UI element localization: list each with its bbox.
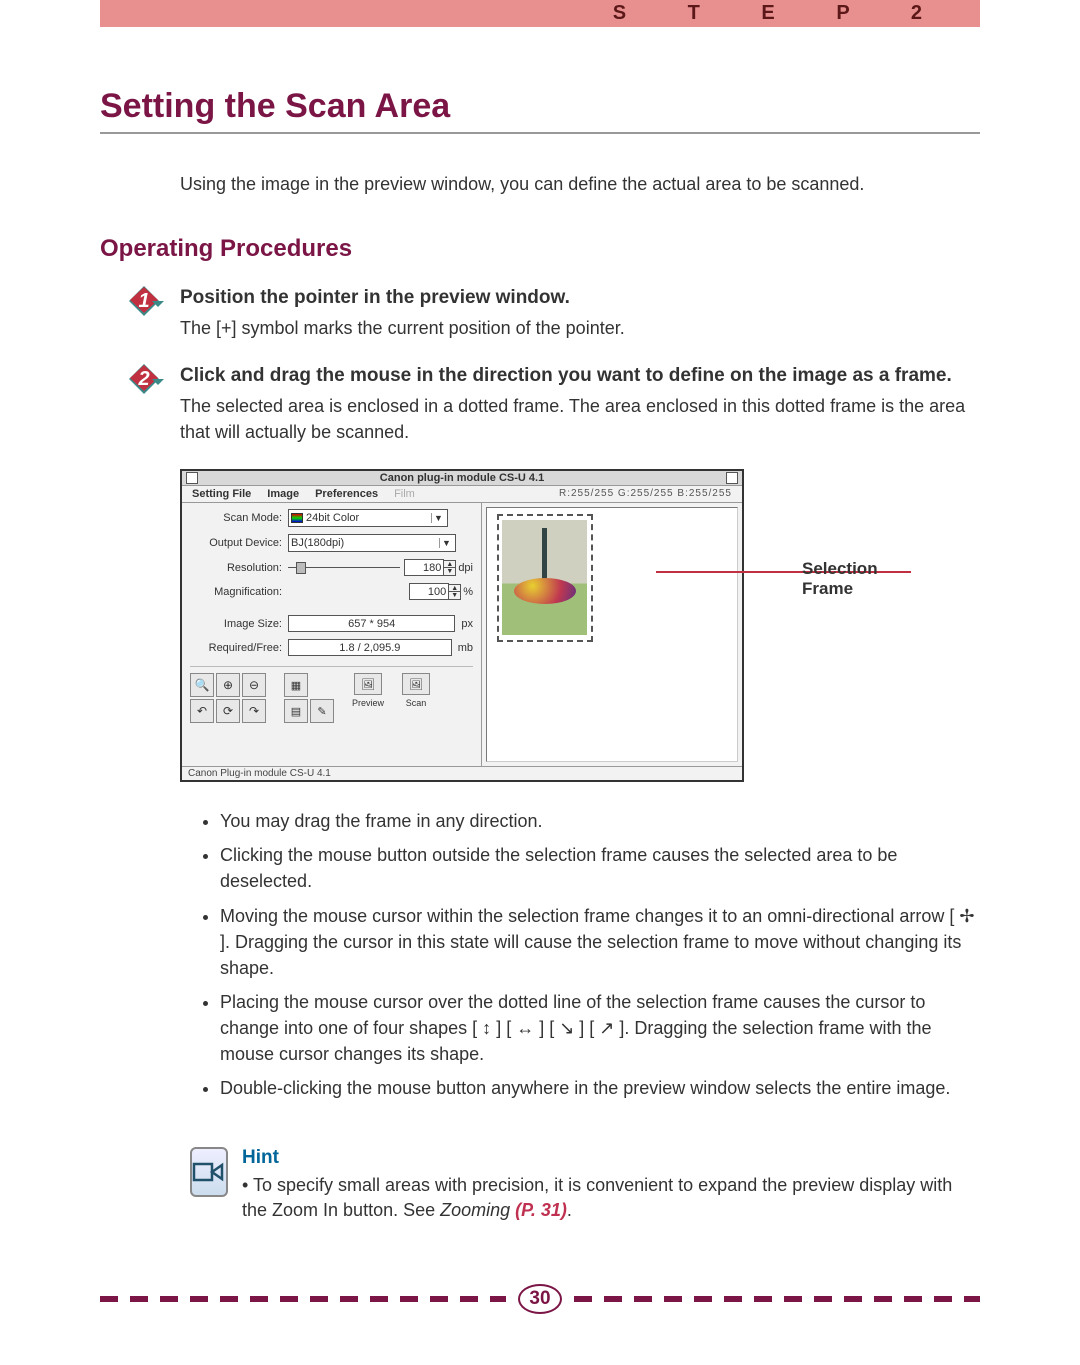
scan-button-icon[interactable]: 🖼	[402, 673, 430, 695]
page-number: 30	[518, 1284, 562, 1314]
magnification-unit: %	[463, 586, 473, 598]
output-device-value: BJ(180dpi)	[291, 537, 344, 549]
chevron-down-icon: ▼	[431, 513, 445, 523]
app-title-text: Canon plug-in module CS-U 4.1	[380, 472, 544, 484]
rotate-left-icon[interactable]: ↶	[190, 699, 214, 723]
step-1-headline: Position the pointer in the preview wind…	[180, 287, 980, 309]
required-free-value: 1.8 / 2,095.9	[288, 639, 452, 656]
magnification-label: Magnification:	[190, 586, 288, 598]
settings-icon[interactable]: ▦	[284, 673, 308, 697]
hint-link-text[interactable]: Zooming	[440, 1200, 510, 1220]
magnification-spinner[interactable]: ▲▼	[449, 584, 461, 600]
zoom-tools: 🔍 ⊕ ⊖ ↶ ⟳ ↷	[190, 673, 266, 723]
list-item: You may drag the frame in any direction.	[220, 808, 980, 834]
list-item: Clicking the mouse button outside the se…	[220, 842, 980, 894]
scan-mode-label: Scan Mode:	[190, 512, 288, 524]
hint-body: • To specify small areas with precision,…	[242, 1173, 980, 1223]
tool-a-icon[interactable]: ▤	[284, 699, 308, 723]
resolution-label: Resolution:	[190, 562, 288, 574]
step-2-headline: Click and drag the mouse in the directio…	[180, 365, 980, 387]
app-menubar: Setting File Image Preferences Film R:25…	[182, 485, 742, 503]
rotate-right-icon[interactable]: ↷	[242, 699, 266, 723]
scan-button-label[interactable]: Scan	[406, 698, 427, 708]
step-1-body: The [+] symbol marks the current positio…	[180, 315, 980, 341]
step-number-1-icon: 1	[124, 281, 164, 321]
zoom-tool-icon[interactable]: 🔍	[190, 673, 214, 697]
chevron-down-icon: ▼	[439, 538, 453, 548]
step-banner: S T E P 2	[100, 0, 980, 27]
statusbar: Canon Plug-in module CS-U 4.1	[182, 766, 742, 780]
required-free-unit: mb	[458, 642, 473, 654]
menu-image[interactable]: Image	[267, 488, 299, 500]
rgb-readout: R:255/255 G:255/255 B:255/255	[559, 488, 732, 500]
list-item: Placing the mouse cursor over the dotted…	[220, 989, 980, 1067]
menu-film: Film	[394, 488, 415, 500]
page-title: Setting the Scan Area	[100, 87, 980, 126]
tool-b-icon[interactable]: ✎	[310, 699, 334, 723]
zoom-in-icon[interactable]: ⊕	[216, 673, 240, 697]
page-footer: 30	[100, 1284, 980, 1314]
resolution-unit: dpi	[458, 562, 473, 574]
magnification-value[interactable]: 100	[409, 583, 449, 600]
scan-mode-value: 24bit Color	[306, 512, 359, 524]
image-size-value: 657 * 954	[288, 615, 455, 632]
hint-icon	[190, 1147, 228, 1197]
preview-pane[interactable]	[486, 507, 738, 762]
hint-box: Hint • To specify small areas with preci…	[190, 1147, 980, 1223]
app-titlebar: Canon plug-in module CS-U 4.1	[182, 471, 742, 485]
hint-page-ref[interactable]: (P. 31)	[510, 1200, 567, 1220]
zoom-out-icon[interactable]: ⊖	[242, 673, 266, 697]
rotate-icon[interactable]: ⟳	[216, 699, 240, 723]
section-heading: Operating Procedures	[100, 235, 980, 263]
controls-panel: Scan Mode: 24bit Color ▼ Output Device: …	[182, 503, 482, 766]
svg-text:1: 1	[138, 290, 149, 312]
resolution-spinner[interactable]: ▲▼	[444, 560, 456, 576]
callout-label: Selection Frame	[802, 559, 900, 599]
zoom-box-icon	[726, 472, 738, 484]
notes-list: You may drag the frame in any direction.…	[200, 808, 980, 1101]
intro-text: Using the image in the preview window, y…	[180, 174, 980, 195]
resolution-slider[interactable]	[288, 561, 400, 575]
resolution-value[interactable]: 180	[404, 559, 444, 576]
selection-frame[interactable]	[497, 514, 593, 642]
color-chip-icon	[291, 513, 303, 523]
preview-button-icon[interactable]: 🖼	[354, 673, 382, 695]
image-size-label: Image Size:	[190, 618, 288, 630]
footer-dashes-left	[100, 1296, 506, 1302]
preview-button-label[interactable]: Preview	[352, 698, 384, 708]
hint-text: • To specify small areas with precision,…	[242, 1175, 952, 1220]
list-item: Double-clicking the mouse button anywher…	[220, 1075, 980, 1101]
list-item: Moving the mouse cursor within the selec…	[220, 903, 980, 981]
scan-mode-select[interactable]: 24bit Color ▼	[288, 509, 448, 527]
image-size-unit: px	[461, 618, 473, 630]
required-free-label: Required/Free:	[190, 642, 288, 654]
hint-title: Hint	[242, 1147, 980, 1169]
svg-text:2: 2	[137, 368, 149, 390]
menu-setting-file[interactable]: Setting File	[192, 488, 251, 500]
hint-trail: .	[567, 1200, 572, 1220]
app-screenshot: Canon plug-in module CS-U 4.1 Setting Fi…	[180, 469, 900, 782]
step-2-body: The selected area is enclosed in a dotte…	[180, 393, 980, 445]
title-rule	[100, 132, 980, 134]
sysmenu-icon	[186, 472, 198, 484]
menu-preferences[interactable]: Preferences	[315, 488, 378, 500]
output-device-label: Output Device:	[190, 537, 288, 549]
footer-dashes-right	[574, 1296, 980, 1302]
output-device-select[interactable]: BJ(180dpi) ▼	[288, 534, 456, 552]
step-number-2-icon: 2	[124, 359, 164, 399]
